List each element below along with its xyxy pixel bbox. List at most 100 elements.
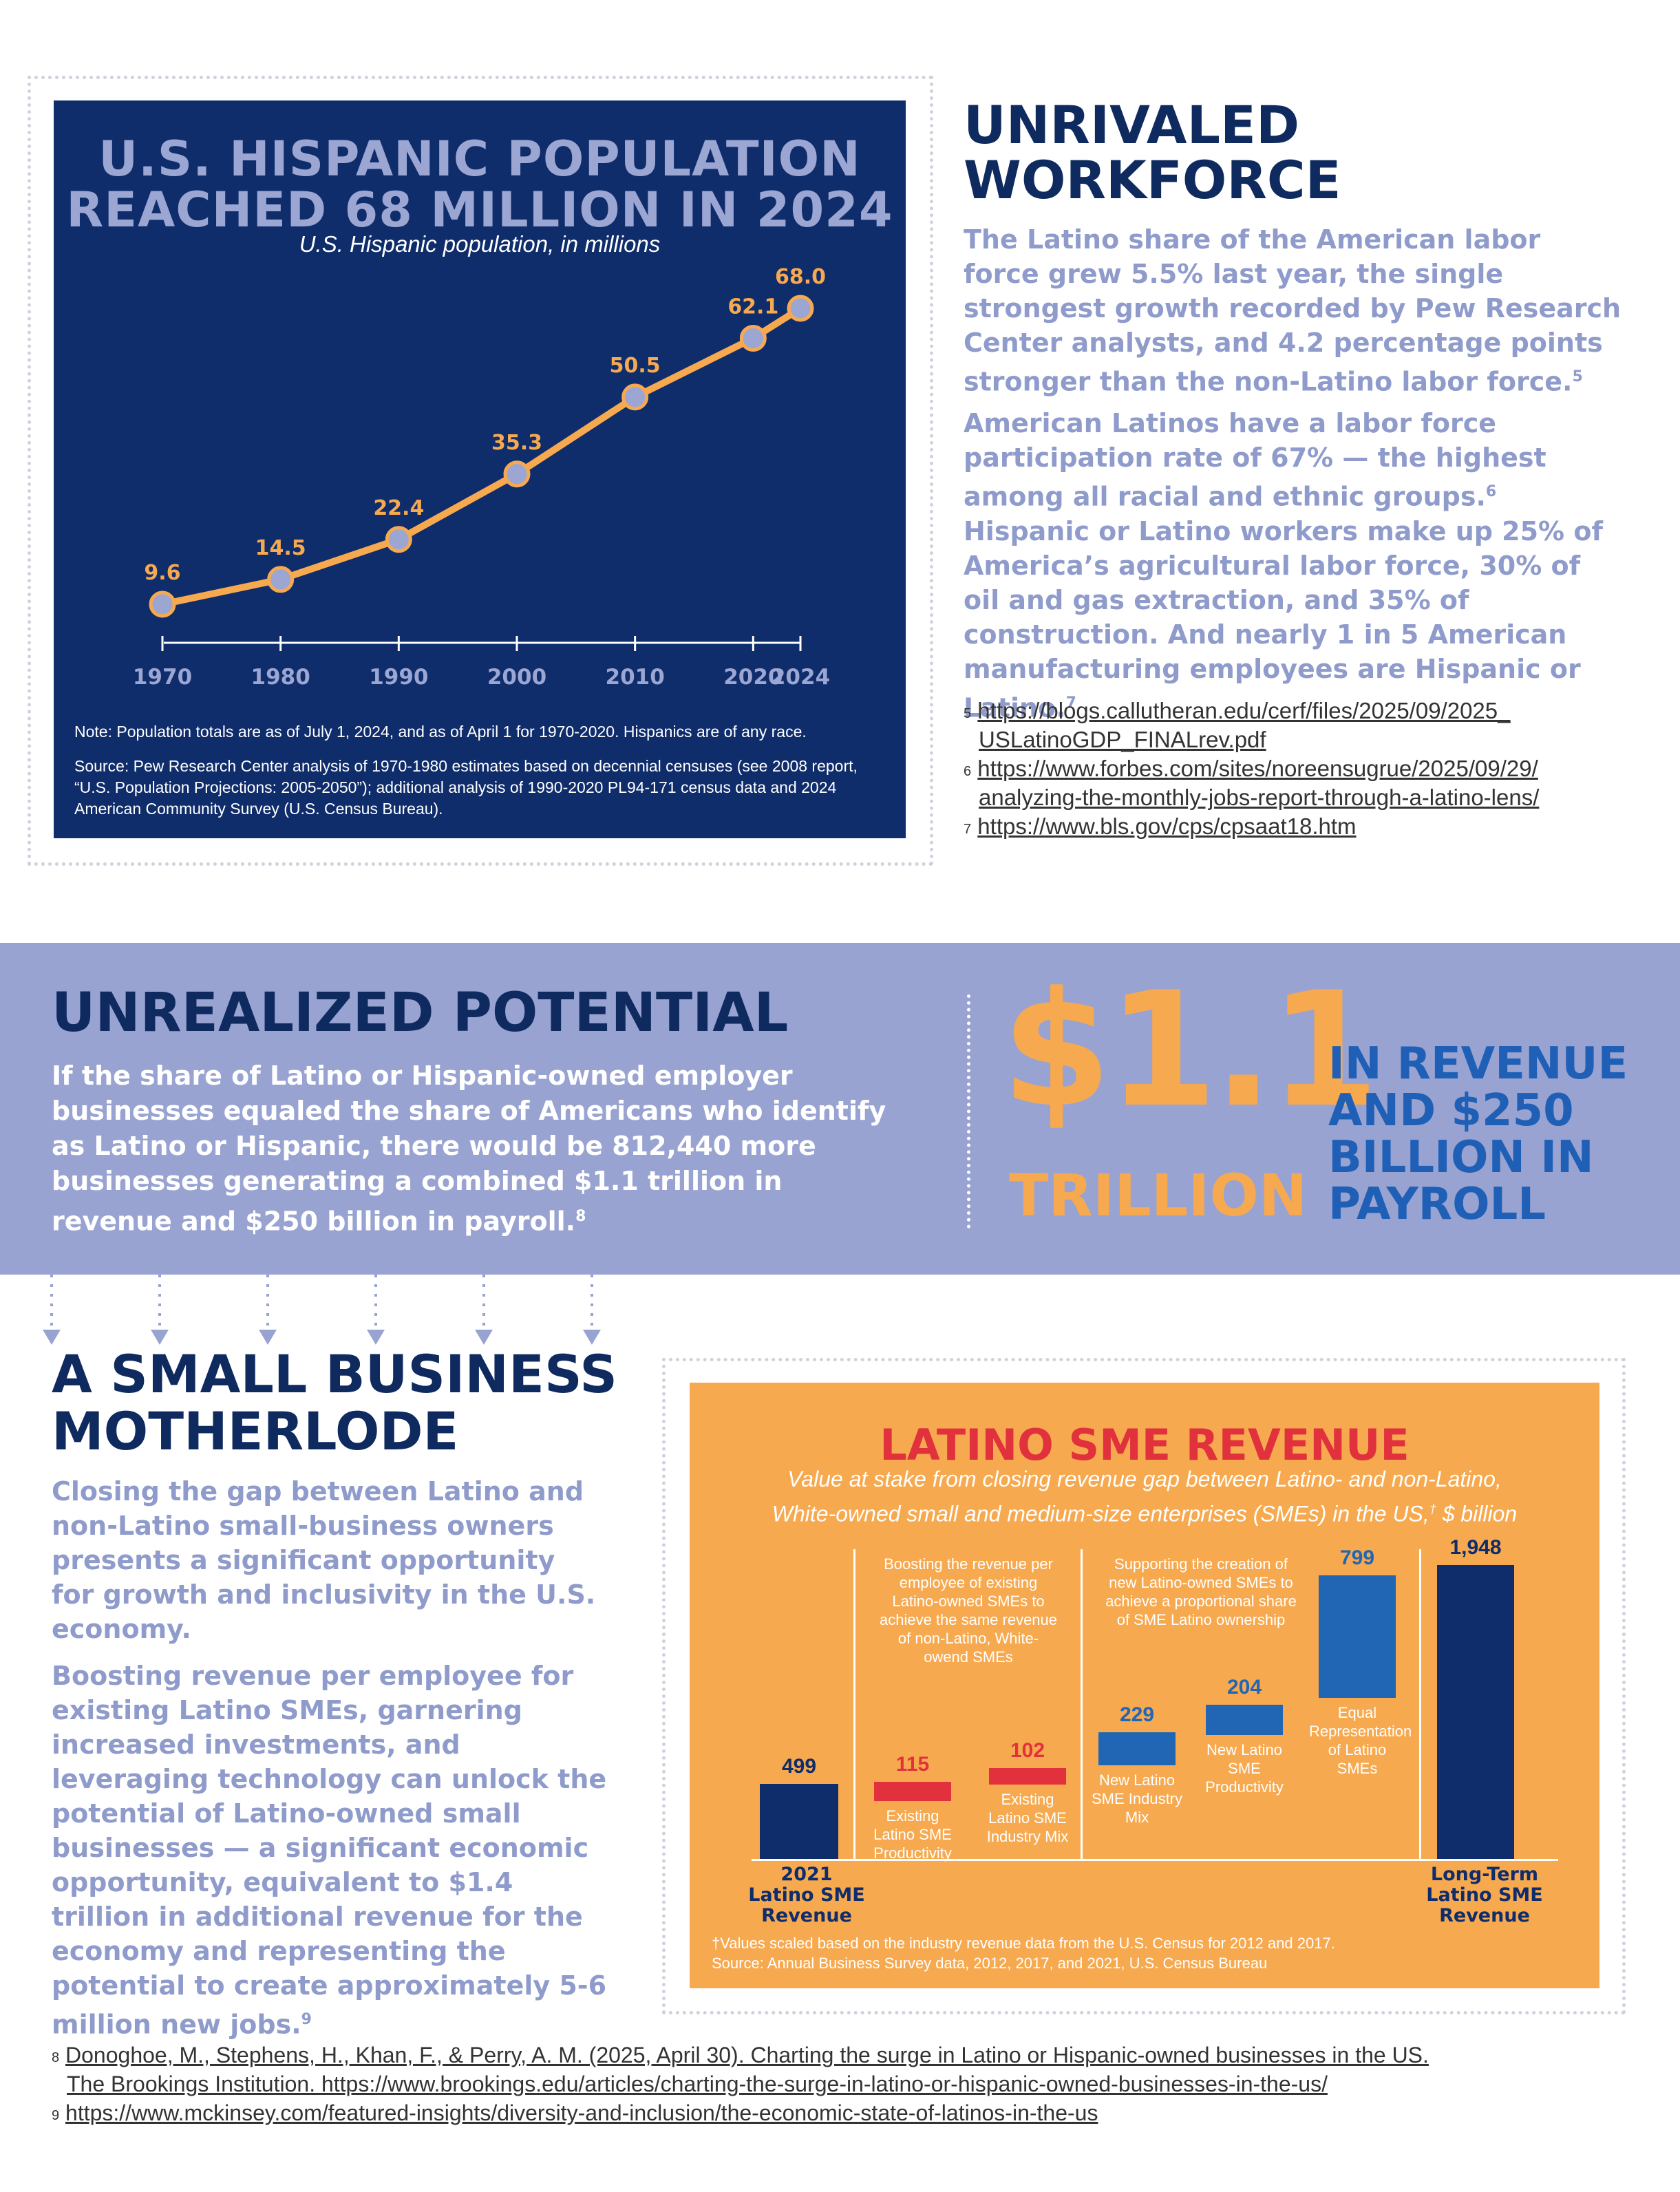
footnote-6-link[interactable]: https://www.forbes.com/sites/noreensugru… — [977, 756, 1538, 781]
arrow-head-icon-2 — [151, 1330, 169, 1345]
potential-divider — [967, 994, 970, 1228]
arrow-head-icon-5 — [475, 1330, 493, 1345]
sme-bar-2 — [874, 1782, 951, 1801]
sme-footnotes: †Values scaled based on the industry rev… — [712, 1933, 1579, 1973]
bar-label-2021-revenue: 2021 Latino SME Revenue — [731, 1864, 882, 1926]
bar-label-long-term-line1: Long-Term — [1430, 1864, 1539, 1885]
footnote-ref-8: 8 — [575, 1208, 586, 1225]
x-tick-label-1980: 1980 — [251, 665, 310, 690]
footnote-7-link[interactable]: https://www.bls.gov/cps/cpsaat18.htm — [977, 813, 1357, 839]
sme-bar-label-2: Existing Latino SME Productivity — [873, 1807, 952, 1862]
sme-bar-6 — [1319, 1575, 1396, 1698]
footnote-6-link-line2[interactable]: analyzing-the-monthly-jobs-report-throug… — [979, 785, 1540, 810]
x-tick-label-2000: 2000 — [487, 665, 546, 690]
group-divider-2 — [1081, 1549, 1083, 1861]
footnote-6-number: 6 — [964, 764, 972, 779]
population-chart-note: Note: Population totals are as of July 1… — [74, 723, 807, 741]
sme-chart-panel: LATINO SME REVENUE Value at stake from c… — [690, 1383, 1599, 1988]
sme-bar-5 — [1206, 1705, 1283, 1735]
group-divider-3 — [1419, 1549, 1421, 1861]
footnote-8-continued: The Brookings Institution. https://www.b… — [52, 2069, 1648, 2098]
population-chart-source: Source: Pew Research Center analysis of … — [74, 757, 858, 818]
workforce-heading-line1: UNRIVALED — [964, 94, 1300, 156]
side-line-2: AND $250 — [1328, 1085, 1574, 1136]
data-label-1980: 14.5 — [255, 536, 306, 560]
footnote-5-link[interactable]: https://blogs.callutheran.edu/cerf/files… — [977, 698, 1511, 723]
footnote-ref-6: 6 — [1485, 483, 1497, 500]
sme-chart-subtitle: Value at stake from closing revenue gap … — [690, 1464, 1599, 1529]
group-divider-1 — [853, 1549, 855, 1861]
population-chart-title-line2: REACHED 68 MILLION IN 2024 — [66, 182, 893, 238]
sme-baseline — [752, 1859, 1558, 1861]
data-label-2010: 50.5 — [610, 354, 661, 378]
side-line-3: BILLION IN — [1328, 1132, 1594, 1183]
group1-note: Boosting the revenue per employee of exi… — [879, 1555, 1058, 1666]
workforce-heading-line2: WORKFORCE — [964, 149, 1341, 211]
bar-label-2021-line3: Revenue — [761, 1905, 852, 1926]
footnote-5-number: 5 — [964, 706, 972, 721]
bar-label-long-term-line3: Revenue — [1439, 1905, 1530, 1926]
sme-bar-1 — [760, 1783, 838, 1859]
bottom-footnotes: 8 Donoghoe, M., Stephens, H., Khan, F., … — [52, 2041, 1648, 2127]
workforce-paragraph-1-text: The Latino share of the American labor f… — [964, 224, 1621, 397]
workforce-paragraph-1: The Latino share of the American labor f… — [964, 222, 1624, 399]
footnote-5-continued: USLatinoGDP_FINALrev.pdf — [964, 725, 1652, 754]
sme-bar-label-4: New Latino SME Industry Mix — [1091, 1771, 1183, 1826]
big-unit: TRILLION — [1009, 1162, 1308, 1229]
motherlode-paragraph-2-text: Boosting revenue per employee for existi… — [52, 1661, 607, 2040]
x-tick-label-1970: 1970 — [133, 665, 192, 690]
footnote-8-number: 8 — [52, 2050, 60, 2065]
population-chart-subtitle: U.S. Hispanic population, in millions — [299, 231, 661, 257]
population-chart-title-line1: U.S. HISPANIC POPULATION — [98, 131, 861, 187]
sme-subtitle-dagger: † — [1429, 1502, 1436, 1516]
population-line-chart: 9.6 14.5 22.4 35.3 50.5 62.1 68.0 1970 1980 1990… — [133, 265, 830, 690]
potential-body-text: If the share of Latino or Hispanic-owned… — [52, 1061, 886, 1237]
motherlode-heading-line2: MOTHERLODE — [52, 1401, 459, 1462]
data-label-1990: 22.4 — [373, 496, 424, 520]
potential-body: If the share of Latino or Hispanic-owned… — [52, 1058, 905, 1239]
sme-bar-value-1: 499 — [781, 1754, 817, 1778]
x-tick-label-2010: 2010 — [606, 665, 665, 690]
sme-bar-label-6: Equal Representation of Latino SMEs — [1309, 1704, 1412, 1777]
bar-label-2021-line2: Latino SME — [748, 1884, 865, 1906]
sme-bar-value-6: 799 — [1339, 1546, 1375, 1569]
down-arrows — [43, 1275, 601, 1345]
footnote-9-link[interactable]: https://www.mckinsey.com/featured-insigh… — [65, 2100, 1098, 2125]
footnote-ref-7: 7 — [1065, 694, 1076, 712]
footnote-5-link-line2[interactable]: USLatinoGDP_FINALrev.pdf — [979, 727, 1266, 752]
arrow-head-icon-3 — [259, 1330, 277, 1345]
footnote-7-number: 7 — [964, 822, 972, 837]
footnote-8: 8 Donoghoe, M., Stephens, H., Khan, F., … — [52, 2041, 1648, 2069]
sme-bar-label-5: New Latino SME Productivity — [1205, 1741, 1284, 1796]
data-point-2010 — [621, 383, 649, 411]
workforce-paragraph-2-text: American Latinos have a labor force part… — [964, 408, 1546, 512]
motherlode-heading-line1: A SMALL BUSINESS — [52, 1343, 618, 1405]
bar-label-long-term-line2: Latino SME — [1426, 1884, 1543, 1906]
data-point-1980 — [267, 566, 295, 593]
potential-heading: UNREALIZED POTENTIAL — [52, 982, 789, 1044]
sme-subtitle-line2-end: $ billion — [1436, 1501, 1518, 1526]
unrealized-potential-band: UNREALIZED POTENTIAL If the share of Lat… — [0, 943, 1680, 1275]
footnote-6-continued: analyzing-the-monthly-jobs-report-throug… — [964, 783, 1652, 812]
sme-bar-value-5: 204 — [1226, 1676, 1262, 1699]
sme-bar-7 — [1437, 1565, 1514, 1859]
data-label-2024: 68.0 — [775, 265, 826, 289]
x-tick-label-2020: 2020 — [723, 665, 783, 690]
sme-chart-frame — [662, 1358, 1626, 2014]
motherlode-paragraph-1: Closing the gap between Latino and non-L… — [52, 1476, 596, 1644]
workforce-footnotes: 5 https://blogs.callutheran.edu/cerf/fil… — [964, 696, 1652, 841]
sme-bar-4 — [1098, 1732, 1176, 1765]
footnote-5: 5 https://blogs.callutheran.edu/cerf/fil… — [964, 696, 1652, 725]
footnote-8-link[interactable]: The Brookings Institution. https://www.b… — [67, 2072, 1328, 2096]
sme-bar-value-2: 115 — [895, 1753, 930, 1776]
footnote-ref-5: 5 — [1572, 368, 1583, 385]
sme-bar-value-3: 102 — [1010, 1739, 1045, 1762]
sme-bar-value-7: 1,948 — [1449, 1536, 1502, 1559]
big-number: $1.1 — [1001, 959, 1379, 1142]
footnote-7: 7 https://www.bls.gov/cps/cpsaat18.htm — [964, 812, 1652, 841]
footnote-8-citation[interactable]: Donoghoe, M., Stephens, H., Khan, F., & … — [65, 2043, 1429, 2067]
sme-subtitle-line2-wrap: White-owned small and medium-size enterp… — [690, 1494, 1599, 1529]
bar-label-2021-line1: 2021 — [780, 1864, 833, 1885]
data-label-2020: 62.1 — [727, 295, 778, 319]
workforce-paragraph-2b-text: Hispanic or Latino workers make up 25% o… — [964, 515, 1603, 723]
